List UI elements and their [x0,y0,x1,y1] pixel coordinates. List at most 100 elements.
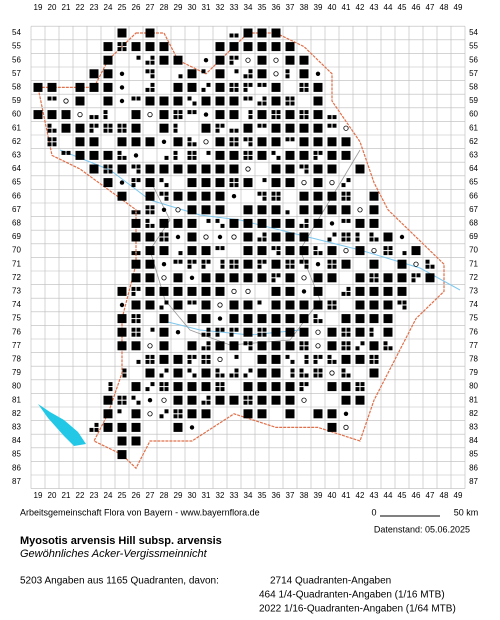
occurrence [341,259,351,269]
row-label: 79 [469,368,478,377]
column-label: 20 [48,491,57,500]
row-label: 75 [12,314,21,323]
occurrence [243,28,253,38]
occurrence [117,150,122,155]
occurrence [262,332,267,337]
occurrence [203,234,209,240]
occurrence [257,82,262,87]
occurrence [285,42,295,52]
occurrence [355,346,360,351]
occurrence [145,246,155,256]
occurrence [229,264,234,269]
row-label: 83 [469,423,478,432]
occurrence [201,332,206,337]
row-label: 54 [12,28,21,37]
occurrence [271,123,281,133]
occurrence [131,259,141,269]
row-label: 68 [469,219,478,228]
occurrence [327,300,332,305]
occurrence [145,232,155,242]
row-label: 75 [469,314,478,323]
occurrence [243,205,253,215]
occurrence [243,150,248,155]
occurrence [304,373,309,378]
occurrence [229,128,234,133]
occurrence [346,218,351,223]
occurrence [327,164,337,174]
occurrence [243,382,253,392]
occurrence [229,164,239,174]
occurrence [52,128,57,133]
occurrence [215,246,220,251]
occurrence [159,42,169,52]
occurrence [145,368,155,378]
occurrence [215,382,220,387]
occurrence [304,354,309,359]
occurrence [271,42,281,52]
occurrence [271,286,281,296]
occurrence [315,329,321,335]
occurrence [108,387,113,392]
occurrence [327,237,332,242]
occurrence [117,137,127,147]
occurrence [89,128,94,133]
occurrence [329,370,335,376]
occurrence [355,218,365,228]
occurrence [173,150,178,155]
occurrence [383,286,393,296]
occurrence [299,327,309,337]
row-label: 64 [12,164,21,173]
occurrence [299,382,304,387]
row-label: 55 [469,42,478,51]
occurrence [430,264,435,269]
occurrence [341,150,351,160]
occurrence [159,327,169,337]
occurrence [383,346,388,351]
occurrence [164,368,169,373]
occurrence [173,368,183,378]
occurrence [47,96,52,101]
occurrence [327,205,337,215]
row-label: 59 [469,96,478,105]
occurrence [161,139,167,144]
row-label: 72 [469,273,478,282]
occurrence [285,123,295,133]
occurrence [159,354,169,364]
occurrence [369,368,379,378]
occurrence [299,69,309,79]
occurrence [192,354,197,359]
occurrence [285,210,290,215]
occurrence [159,246,169,256]
occurrence [369,354,374,359]
occurrence [299,137,309,147]
row-label: 81 [12,395,21,404]
occurrence [383,232,393,242]
column-label: 33 [230,3,239,12]
occurrence [136,251,141,256]
occurrence [248,82,253,87]
occurrence [369,191,379,201]
occurrence [47,142,52,147]
occurrence [131,422,141,432]
occurrence [397,259,407,269]
row-label: 73 [12,287,21,296]
column-label: 26 [132,3,141,12]
occurrence [243,373,248,378]
occurrence [131,341,141,351]
occurrence [47,82,57,92]
occurrence [327,382,337,392]
occurrence [285,286,295,296]
occurrence [262,327,267,332]
occurrence [327,305,332,310]
occurrence [332,300,337,305]
occurrence [150,69,155,74]
occurrence [315,343,321,349]
occurrence [355,232,360,237]
occurrence [215,123,220,128]
column-label: 19 [34,491,43,500]
occurrence [243,259,253,269]
occurrence [285,55,295,65]
column-label: 45 [398,3,407,12]
occurrence [201,314,211,324]
occurrence [229,150,239,160]
